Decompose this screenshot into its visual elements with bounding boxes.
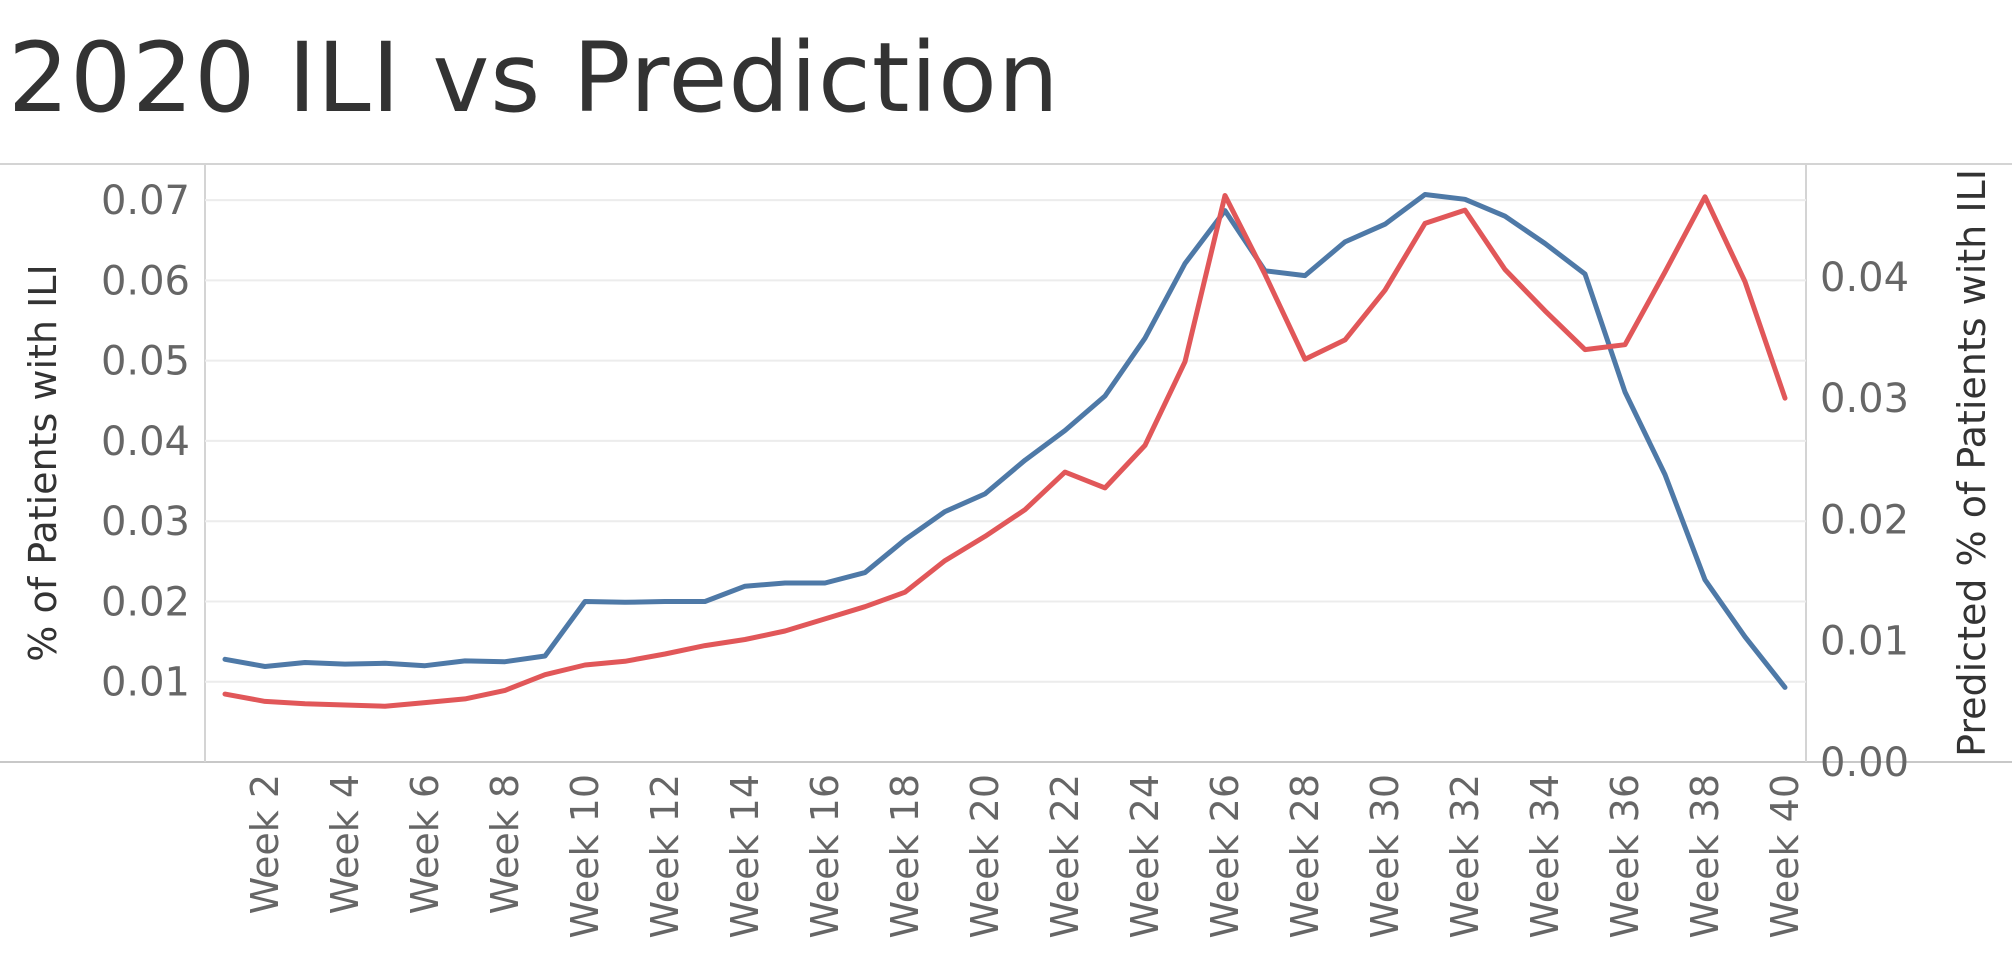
y-tick-label: 0.05 (101, 339, 190, 385)
x-tick-label: Week 32 (1443, 774, 1487, 939)
y2-tick-label: 0.04 (1820, 255, 1909, 301)
right-axis-ticks: 0.00 0.01 0.02 0.03 0.04 (1820, 255, 1909, 786)
actual-series-line (222, 192, 1788, 690)
y-tick-label: 0.03 (101, 499, 190, 545)
y2-tick-label: 0.00 (1820, 740, 1909, 786)
x-tick-label: Week 12 (643, 774, 687, 939)
chart-frame (0, 163, 2012, 763)
x-tick-label: Week 26 (1203, 774, 1247, 939)
x-tick-label: Week 14 (723, 774, 767, 939)
y2-tick-label: 0.01 (1820, 619, 1909, 665)
x-tick-label: Week 40 (1763, 774, 1807, 939)
series-lines (222, 192, 1788, 709)
y2-axis-title: Predicted % of Patients with ILI (1950, 169, 1994, 757)
x-tick-label: Week 36 (1603, 774, 1647, 939)
x-tick-label: Week 6 (403, 774, 447, 914)
x-tick-label: Week 20 (963, 774, 1007, 939)
y-tick-label: 0.01 (101, 660, 190, 706)
y-tick-label: 0.07 (101, 178, 190, 224)
x-tick-label: Week 16 (803, 774, 847, 939)
left-axis-ticks: 0.01 0.02 0.03 0.04 0.05 0.06 0.07 (101, 178, 190, 706)
x-tick-label: Week 22 (1043, 774, 1087, 939)
x-tick-label: Week 10 (563, 774, 607, 939)
y-axis-title: % of Patients with ILI (21, 264, 65, 661)
x-tick-label: Week 2 (243, 774, 287, 914)
y2-tick-label: 0.03 (1820, 376, 1909, 422)
x-tick-label: Week 38 (1683, 774, 1727, 939)
x-axis-ticks: Week 2 Week 4 Week 6 Week 8 Week 10 Week 12 We… (243, 774, 1807, 939)
x-tick-label: Week 34 (1523, 774, 1567, 939)
x-tick-label: Week 4 (323, 774, 367, 914)
y-tick-label: 0.06 (101, 258, 190, 304)
x-tick-label: Week 24 (1123, 774, 1167, 939)
x-tick-label: Week 30 (1363, 774, 1407, 939)
y2-tick-label: 0.02 (1820, 497, 1909, 543)
chart-title: 2020 ILI vs Prediction (8, 22, 1060, 134)
x-tick-label: Week 28 (1283, 774, 1327, 939)
gridlines (205, 199, 1806, 683)
y-tick-label: 0.04 (101, 419, 190, 465)
y-tick-label: 0.02 (101, 579, 190, 625)
predicted-series-line (222, 193, 1788, 709)
x-tick-label: Week 8 (483, 774, 527, 914)
x-tick-label: Week 18 (883, 774, 927, 939)
